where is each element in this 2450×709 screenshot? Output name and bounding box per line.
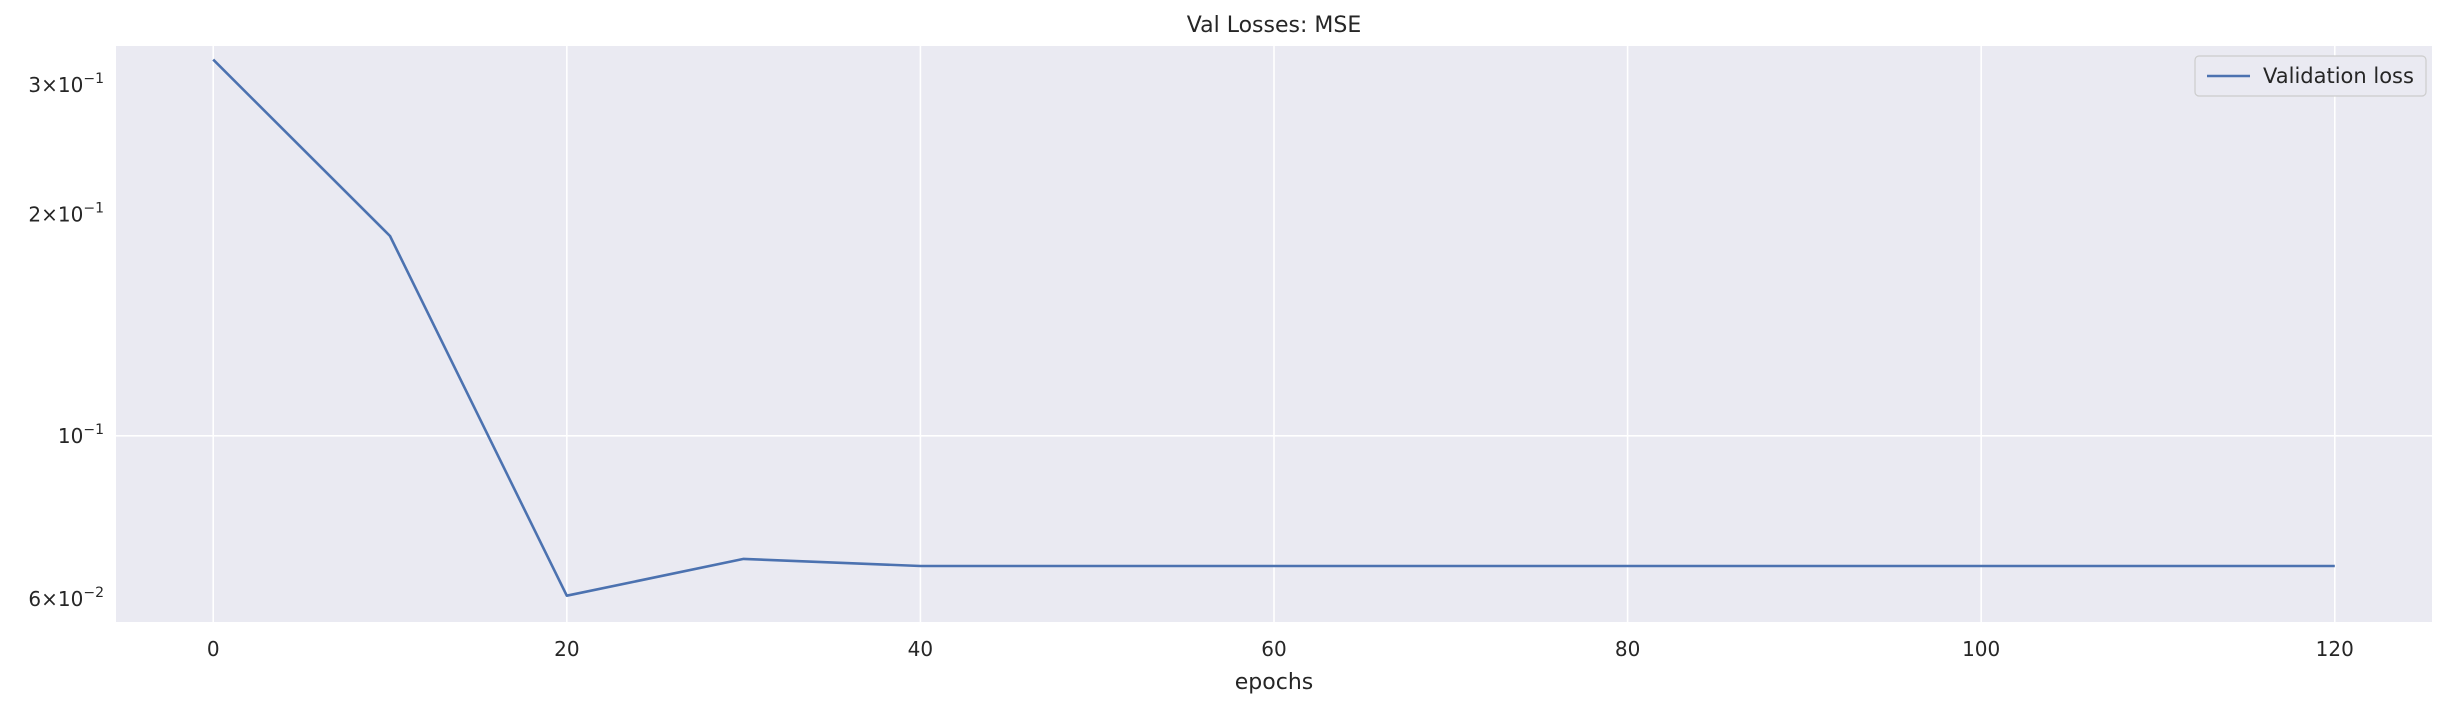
- x-tick-label: 0: [207, 637, 220, 661]
- y-axis-ticks: 3×10−1 2×10−1 10−1 6×10−2: [28, 71, 104, 611]
- x-tick-label: 40: [908, 637, 933, 661]
- legend-box: [2194, 55, 2427, 97]
- chart-title: Val Losses: MSE: [1187, 13, 1361, 38]
- x-axis-ticks: 0 20 40 60 80 100 120: [207, 637, 2354, 661]
- grid: [116, 46, 2432, 622]
- series-line-0: [212, 58, 2335, 598]
- x-tick-label: 120: [2316, 637, 2354, 661]
- y-tick-label: 2×10−1: [28, 201, 104, 227]
- x-tick-label: 60: [1261, 637, 1286, 661]
- y-tick-label: 3×10−1: [28, 71, 104, 97]
- legend-label-validation-loss: Validation loss: [2263, 64, 2414, 88]
- legend: Validation loss: [2194, 55, 2427, 97]
- x-tick-label: 100: [1962, 637, 2000, 661]
- series-layer: [212, 58, 2335, 598]
- x-tick-label: 80: [1615, 637, 1640, 661]
- x-axis-label: epochs: [1235, 670, 1313, 695]
- y-tick-label: 6×10−2: [28, 585, 104, 611]
- x-tick-label: 20: [554, 637, 579, 661]
- y-tick-label: 10−1: [58, 422, 104, 448]
